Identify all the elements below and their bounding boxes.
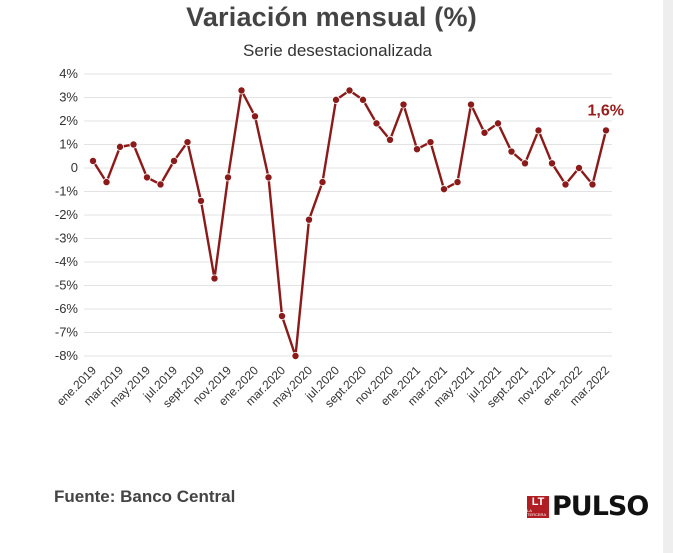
data-point — [196, 196, 205, 205]
data-point — [575, 163, 584, 172]
logo-word: PULSO — [552, 491, 649, 522]
data-point — [250, 112, 259, 121]
data-point — [277, 312, 286, 321]
y-tick-label: -8% — [55, 348, 79, 363]
y-tick-label: -4% — [55, 254, 79, 269]
data-point — [561, 180, 570, 189]
y-tick-label: -6% — [55, 301, 79, 316]
data-point — [493, 119, 502, 128]
last-value-label: 1,6% — [588, 102, 624, 119]
data-point — [534, 126, 543, 135]
data-point — [116, 142, 125, 151]
data-point — [385, 135, 394, 144]
data-point — [142, 173, 151, 182]
data-point — [156, 180, 165, 189]
data-point — [89, 156, 98, 165]
data-point — [210, 274, 219, 283]
data-point — [439, 185, 448, 194]
data-point — [318, 178, 327, 187]
right-edge-strip — [663, 0, 673, 553]
chart-title: Variación mensual (%) — [186, 2, 477, 32]
y-tick-label: 1% — [59, 137, 78, 152]
data-point — [129, 140, 138, 149]
data-point — [372, 119, 381, 128]
y-tick-label: -3% — [55, 231, 79, 246]
data-point — [223, 173, 232, 182]
y-tick-label: 0 — [71, 160, 78, 175]
y-tick-label: 2% — [59, 113, 78, 128]
y-tick-label: 3% — [59, 90, 78, 105]
line-chart: 4%3%2%1%0-1%-2%-3%-4%-5%-6%-7%-8%ene.201… — [54, 66, 624, 410]
pulso-logo: LT LA TERCERA PULSO — [527, 491, 649, 522]
data-point — [358, 95, 367, 104]
y-tick-label: -7% — [55, 325, 79, 340]
data-point — [453, 178, 462, 187]
data-point — [399, 100, 408, 109]
data-point — [237, 86, 246, 95]
data-point — [412, 145, 421, 154]
data-point — [602, 126, 611, 135]
y-tick-label: -1% — [55, 184, 79, 199]
data-point — [264, 173, 273, 182]
data-point — [304, 215, 313, 224]
data-point — [466, 100, 475, 109]
y-tick-label: 4% — [59, 66, 78, 81]
series-line — [91, 89, 608, 358]
data-point — [183, 138, 192, 147]
data-point — [588, 180, 597, 189]
logo-badge-small-text: LA TERCERA — [527, 508, 547, 517]
data-point — [507, 147, 516, 156]
data-point — [480, 128, 489, 137]
data-point — [169, 156, 178, 165]
data-point — [291, 351, 300, 360]
y-tick-label: -2% — [55, 207, 79, 222]
data-point — [548, 159, 557, 168]
logo-badge-text: LT — [531, 496, 545, 508]
chart-subtitle: Serie desestacionalizada — [242, 41, 432, 60]
data-point — [102, 178, 111, 187]
data-point — [426, 138, 435, 147]
data-point — [345, 86, 354, 95]
y-tick-label: -5% — [55, 278, 79, 293]
data-point — [331, 95, 340, 104]
data-point — [521, 159, 530, 168]
source-note: Fuente: Banco Central — [54, 487, 236, 506]
logo-badge: LT LA TERCERA — [527, 496, 549, 518]
